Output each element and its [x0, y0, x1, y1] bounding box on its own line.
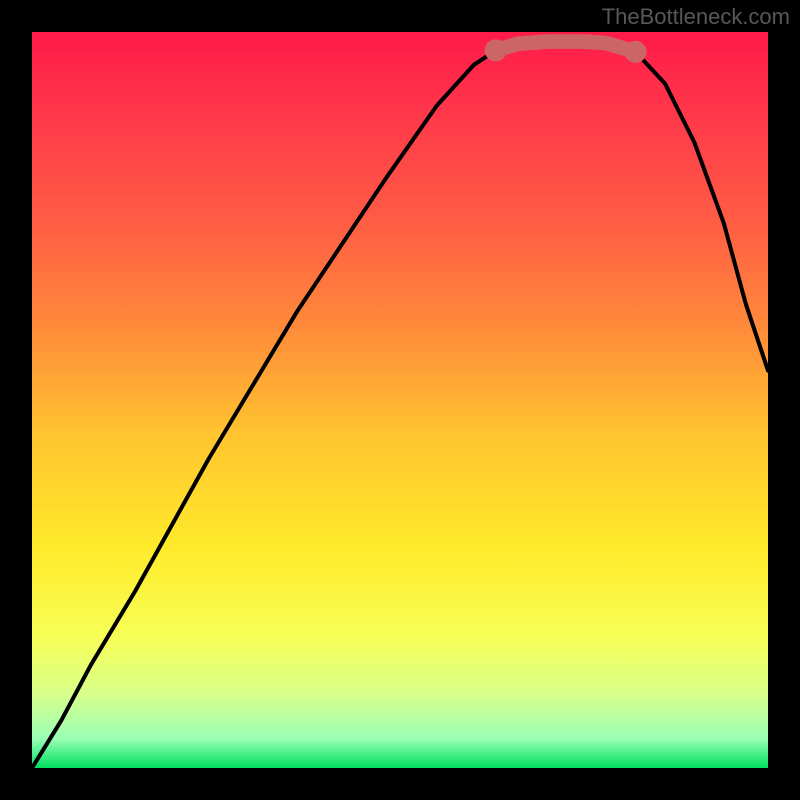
optimal-range-end-dot	[624, 41, 646, 63]
optimal-range-start-dot	[485, 39, 507, 61]
bottleneck-plot	[32, 32, 768, 768]
bottleneck-curve-svg	[32, 32, 768, 768]
bottleneck-curve-line	[32, 42, 768, 768]
optimal-range-highlight	[496, 42, 636, 52]
attribution-label: TheBottleneck.com	[602, 4, 790, 30]
